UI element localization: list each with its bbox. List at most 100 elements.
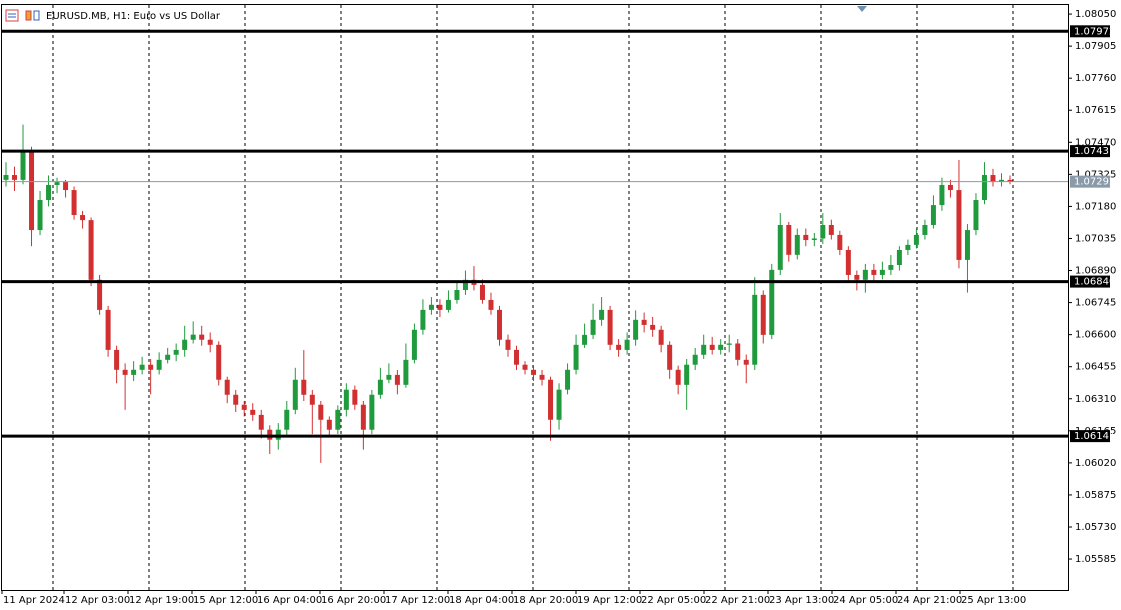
x-tick-label: 11 Apr 2024 [3,595,65,606]
candle-body [582,334,588,345]
candle-body [386,374,392,380]
candle-body [624,339,630,350]
y-tick-label: 1.07905 [1075,41,1116,52]
candle-body [411,329,417,360]
candle-body [224,379,230,395]
candle-body [905,244,911,250]
candle-body [63,182,69,191]
candle-body [3,175,9,180]
candle-body [292,379,298,410]
symbol-icons [5,9,40,22]
candle-body [377,379,383,395]
x-tick-label: 12 Apr 19:00 [129,595,194,606]
candle-body [964,230,970,260]
candle-body [97,279,103,310]
candle-body [709,344,715,350]
levels: 1.07292 1.07972 1.0743 1.06840 1.06141 [2,25,1115,443]
level-label: 1.06141 [1074,431,1115,442]
candle-body [641,319,647,325]
candle-body [769,269,775,335]
y-tick-label: 1.05730 [1075,522,1116,533]
x-tick-label: 22 Apr 05:00 [641,595,706,606]
candle-body [556,389,562,420]
x-tick-label: 18 Apr 04:00 [449,595,514,606]
candle-body [658,329,664,345]
y-tick-label: 1.07615 [1075,105,1116,116]
level-label-box [1070,430,1110,443]
y-tick-label: 1.06890 [1075,266,1116,277]
candle-body [794,234,800,255]
candle-body [667,344,673,370]
candle-body [930,205,936,225]
candle-body [29,150,35,231]
candle-body [326,419,332,430]
candle-body [837,234,843,250]
level-label: 1.07972 [1074,26,1115,37]
candle-body [599,309,605,320]
x-tick-label: 19 Apr 12:00 [577,595,642,606]
candle-body [811,238,817,241]
candle-body [250,409,256,415]
candle-body [675,369,681,385]
candle-body [199,334,205,340]
candle-body [403,359,409,385]
candle-body [46,184,52,200]
candle-body [743,359,749,365]
y-tick-label: 1.06455 [1075,362,1116,373]
candle-body [301,379,307,395]
candle-body [998,179,1004,182]
y-tick-label: 1.08050 [1075,9,1116,20]
candle-body [888,265,894,270]
candle-body [309,394,315,405]
candle-body [428,304,434,310]
candle-body [565,369,571,390]
candle-body [514,349,520,365]
y-tick-label: 1.06310 [1075,394,1116,405]
candle-body [352,389,358,405]
y-tick-label: 1.06600 [1075,330,1116,341]
y-tick-label: 1.06745 [1075,298,1116,309]
candle-body [607,309,613,345]
candle-body [701,344,707,355]
candle-body [131,369,137,375]
candle-body [786,224,792,255]
candle-body [173,349,179,355]
candle-body [735,343,741,360]
icon [25,10,32,21]
candle-body [862,269,868,280]
candle-body [12,175,18,180]
candle-body [216,344,222,380]
grid: 1.08050 1.07905 1.07760 1.07615 1.07470 1.073… [1,5,1116,606]
candle-body [947,184,953,191]
candle-body [284,409,290,430]
candle-body [437,304,443,310]
candle-body [1007,179,1013,182]
candle-body [343,389,349,410]
y-tick-label: 1.07035 [1075,233,1116,244]
candle-body [828,224,834,235]
candle-body [233,394,239,405]
y-tick-label: 1.07180 [1075,201,1116,212]
candle-body [548,379,554,420]
plot-frame [1,4,1069,591]
y-tick-label: 1.06020 [1075,458,1116,469]
candle-body [462,279,468,290]
candle-body [148,364,154,370]
candle-body [820,224,826,239]
candle-body [190,334,196,340]
candle-body [454,289,460,300]
x-tick-label: 12 Apr 03:00 [65,595,130,606]
candle-body [360,404,366,430]
candle-body [845,249,851,275]
candle-body [88,220,94,280]
candle-body [981,175,987,200]
candle-body [871,269,877,275]
candle-body [496,309,502,340]
candle-body [939,184,945,206]
current-price-box [1070,175,1110,188]
candle-body [973,200,979,231]
candle-body [990,175,996,182]
chart-title: EURUSD.MB, H1: Euro vs US Dollar [46,11,221,22]
candle-body [522,364,528,370]
